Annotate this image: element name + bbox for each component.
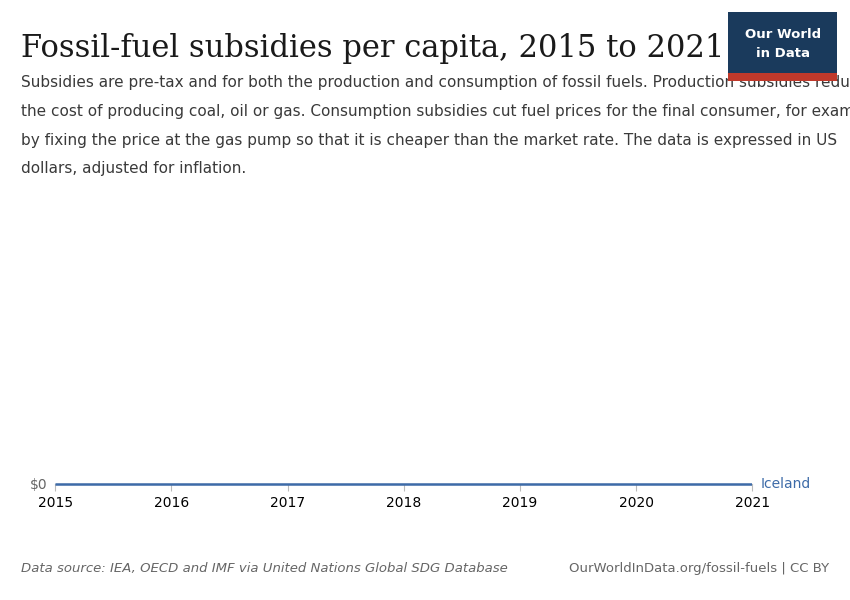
Text: Fossil-fuel subsidies per capita, 2015 to 2021: Fossil-fuel subsidies per capita, 2015 t… bbox=[21, 33, 724, 64]
Text: in Data: in Data bbox=[756, 47, 810, 60]
Text: Subsidies are pre-tax and for both the production and consumption of fossil fuel: Subsidies are pre-tax and for both the p… bbox=[21, 75, 850, 90]
Text: by fixing the price at the gas pump so that it is cheaper than the market rate. : by fixing the price at the gas pump so t… bbox=[21, 133, 837, 148]
Text: Our World: Our World bbox=[745, 28, 821, 41]
Text: Data source: IEA, OECD and IMF via United Nations Global SDG Database: Data source: IEA, OECD and IMF via Unite… bbox=[21, 562, 508, 575]
Text: OurWorldInData.org/fossil-fuels | CC BY: OurWorldInData.org/fossil-fuels | CC BY bbox=[569, 562, 829, 575]
Text: Iceland: Iceland bbox=[761, 477, 811, 491]
Text: dollars, adjusted for inflation.: dollars, adjusted for inflation. bbox=[21, 161, 246, 176]
Text: the cost of producing coal, oil or gas. Consumption subsidies cut fuel prices fo: the cost of producing coal, oil or gas. … bbox=[21, 104, 850, 119]
